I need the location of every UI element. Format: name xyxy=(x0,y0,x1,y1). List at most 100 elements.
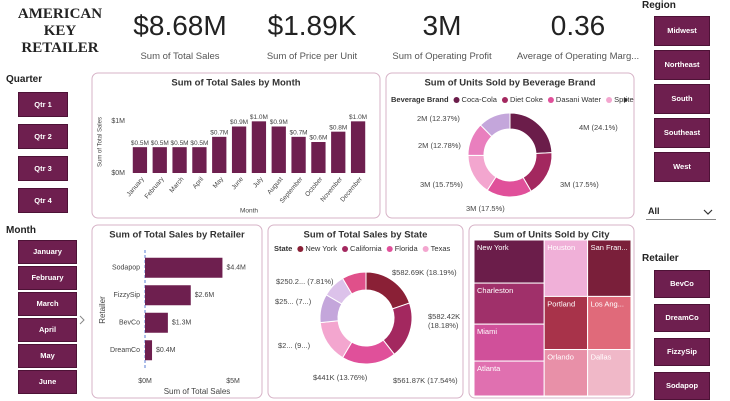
x-tick-label: $5M xyxy=(226,378,240,385)
legend-label: Florida xyxy=(395,244,419,253)
slicer-button[interactable]: Northeast xyxy=(654,50,710,80)
treemap-label: Los Ang... xyxy=(591,299,624,308)
slicer-button[interactable]: June xyxy=(18,370,77,394)
data-label: $4.4M xyxy=(226,265,246,272)
data-label: $561.87K (17.54%) xyxy=(393,376,458,385)
legend-swatch xyxy=(547,97,554,103)
legend-label: Texas xyxy=(431,244,451,253)
slicer-button[interactable]: Qtr 2 xyxy=(18,124,68,149)
bar xyxy=(145,285,191,306)
y-tick-label: $0M xyxy=(111,170,125,177)
slicer-button[interactable]: February xyxy=(18,266,77,290)
chart-title: Sum of Total Sales by Month xyxy=(171,78,300,89)
kpi-value: $8.68M xyxy=(133,10,227,41)
legend-swatch xyxy=(453,97,460,103)
slicer-title: Region xyxy=(642,0,676,11)
dashboard-title: AMERICAN KEY RETAILER xyxy=(17,6,103,56)
bar xyxy=(350,121,366,173)
data-label: $0.5M xyxy=(171,140,189,147)
legend-label: California xyxy=(350,244,383,253)
kpi-label: Sum of Operating Profit xyxy=(392,51,492,62)
treemap-label: Houston xyxy=(547,243,575,252)
treemap-label: Portland xyxy=(547,299,575,308)
legend-more xyxy=(624,97,628,103)
slicer-button[interactable]: May xyxy=(18,344,77,368)
treemap-label: Miami xyxy=(477,327,497,336)
expand-arrow xyxy=(79,315,85,325)
kpi-value: 0.36 xyxy=(550,10,606,41)
slicer-button[interactable]: Southeast xyxy=(654,118,710,148)
chart-title: Sum of Total Sales by State xyxy=(304,230,428,241)
bar xyxy=(145,312,168,333)
treemap-label: New York xyxy=(477,243,509,252)
y-tick-label: DreamCo xyxy=(110,347,140,354)
slicer-button[interactable]: March xyxy=(18,292,77,316)
data-label: $0.7M xyxy=(210,130,228,137)
slicer-button[interactable]: DreamCo xyxy=(654,304,710,332)
bar xyxy=(212,136,227,173)
kpi-label: Sum of Total Sales xyxy=(140,51,220,62)
legend-title: Beverage Brand xyxy=(391,95,449,104)
slicer-button[interactable]: Sodapop xyxy=(654,372,710,400)
slicer-button[interactable]: April xyxy=(18,318,77,342)
slicer-button[interactable]: West xyxy=(654,152,710,182)
data-label: $0.6M xyxy=(309,135,327,142)
legend-label: Sprite xyxy=(614,95,634,104)
treemap-label: Orlando xyxy=(547,353,574,362)
kpi-label: Sum of Price per Unit xyxy=(266,51,358,62)
data-label: $582.69K (18.19%) xyxy=(392,268,457,277)
data-label: $25... (7...) xyxy=(275,297,312,306)
data-label: $1.0M xyxy=(250,114,268,121)
donut-slice xyxy=(341,271,367,295)
legend-title: State xyxy=(274,244,292,253)
bar xyxy=(172,147,187,173)
slicer-button[interactable]: Qtr 4 xyxy=(18,188,68,213)
slicer-button[interactable]: January xyxy=(18,240,77,264)
data-label: 3M (17.5%) xyxy=(560,180,599,189)
data-label: 3M (17.5%) xyxy=(466,204,505,213)
chart-title: Sum of Units Sold by Beverage Brand xyxy=(424,78,595,89)
data-label: $1.3M xyxy=(172,320,192,327)
y-axis-title: Sum of Total Sales xyxy=(98,117,104,167)
panel xyxy=(91,224,263,399)
slicer-button[interactable]: Qtr 3 xyxy=(18,156,68,181)
bar xyxy=(231,126,247,173)
treemap-cell xyxy=(587,349,632,397)
slicer-button[interactable]: BevCo xyxy=(654,270,710,298)
bar xyxy=(311,142,326,173)
data-label: $0.5M xyxy=(151,140,169,147)
legend-swatch xyxy=(422,246,429,252)
bar xyxy=(331,131,346,173)
data-label: $0.7M xyxy=(290,130,308,137)
treemap-label: Atlanta xyxy=(477,364,501,373)
x-axis-title: Month xyxy=(240,208,258,215)
data-label: 3M (15.75%) xyxy=(420,180,463,189)
panel xyxy=(267,224,464,399)
panel xyxy=(385,72,635,219)
legend-swatch xyxy=(606,97,613,103)
data-label: $0.8M xyxy=(329,124,347,131)
treemap-label: San Fran... xyxy=(591,243,628,252)
legend-swatch xyxy=(386,246,393,252)
data-label: $0.4M xyxy=(156,347,176,354)
slicer-button[interactable]: South xyxy=(654,84,710,114)
slicer-title: Quarter xyxy=(6,74,43,85)
legend-label: New York xyxy=(305,244,337,253)
slicer-title: Month xyxy=(6,225,36,236)
bar xyxy=(145,340,153,361)
y-tick-label: BevCo xyxy=(119,320,140,327)
bar xyxy=(132,147,148,173)
slicer-button[interactable]: Midwest xyxy=(654,16,710,46)
kpi-value: $1.89K xyxy=(267,10,357,41)
data-label: 2M (12.37%) xyxy=(417,114,460,123)
slicer-button[interactable]: FizzySip xyxy=(654,338,710,366)
dropdown[interactable]: All xyxy=(646,204,716,220)
bar xyxy=(145,257,223,278)
slicer-title: Retailer xyxy=(642,253,679,264)
kpi-label: Average of Operating Marg... xyxy=(516,51,640,62)
x-axis-title: Sum of Total Sales xyxy=(164,387,231,396)
slicer-button[interactable]: Qtr 1 xyxy=(18,92,68,117)
dropdown-chevron xyxy=(703,209,713,215)
